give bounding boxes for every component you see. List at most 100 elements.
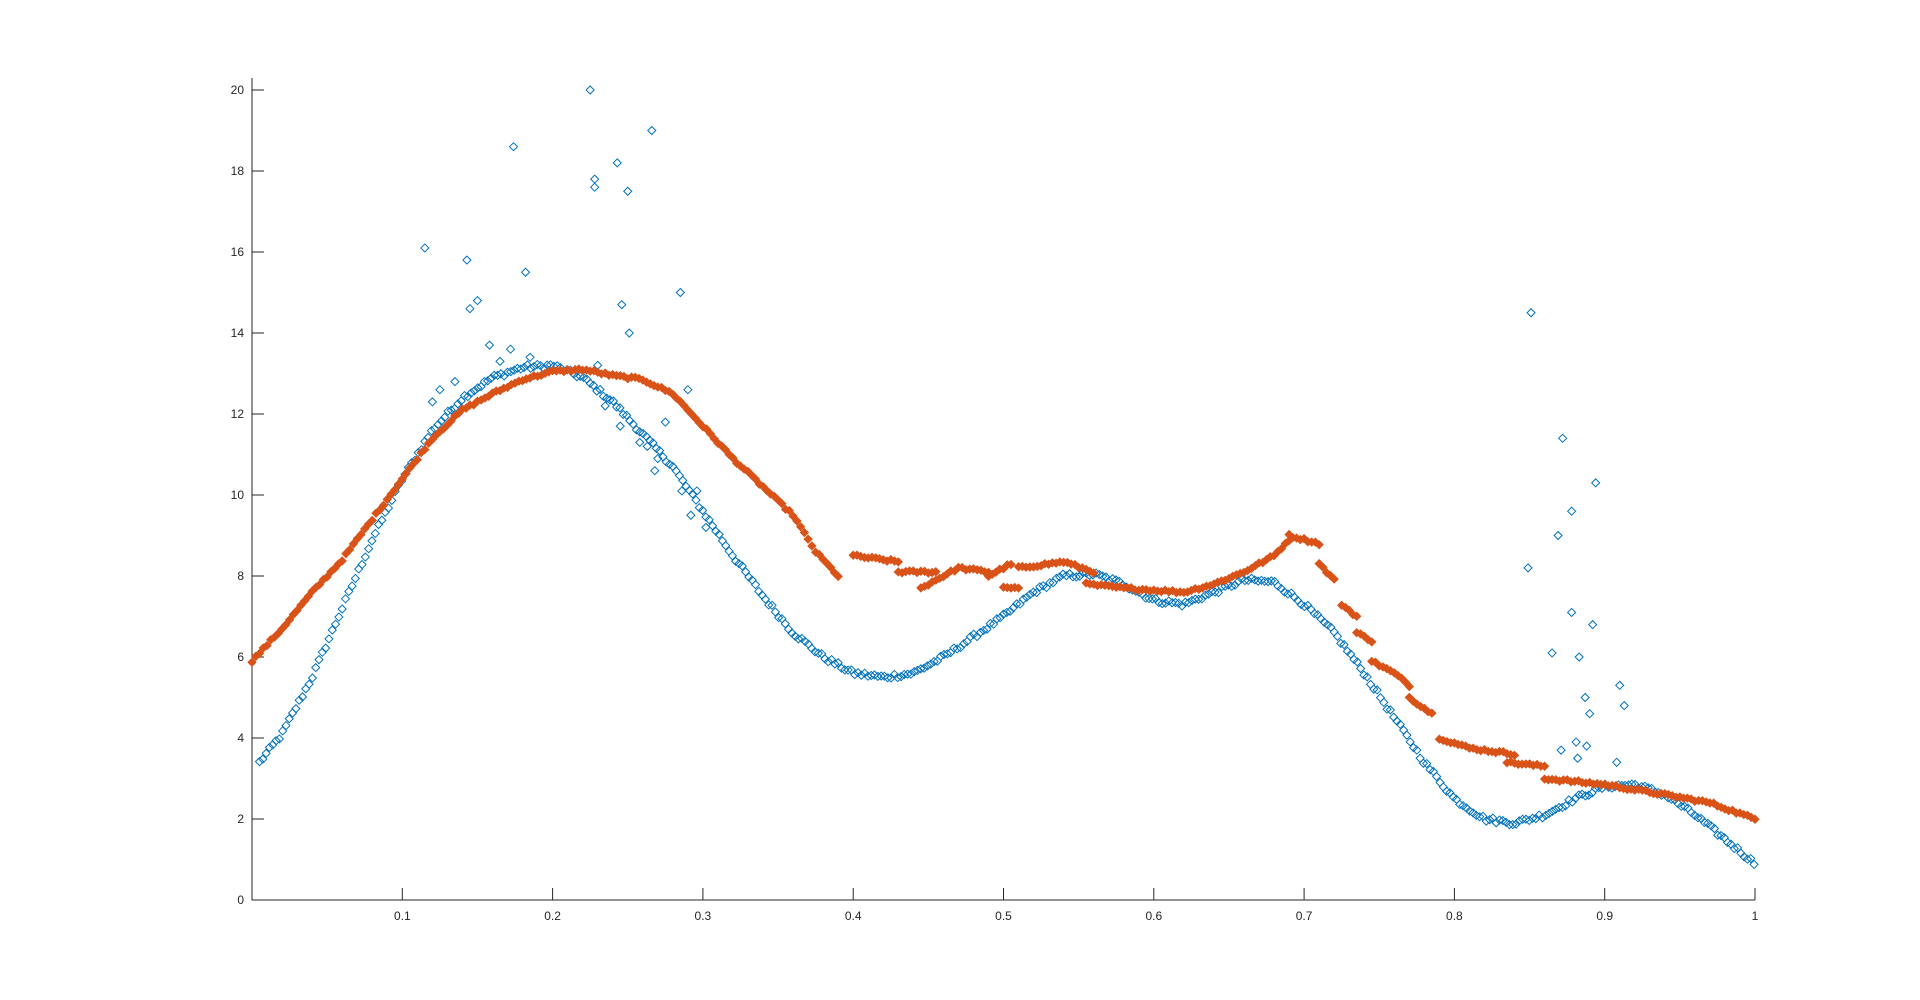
data-point bbox=[647, 125, 657, 136]
data-point bbox=[472, 295, 483, 306]
y-tick-label: 16 bbox=[231, 245, 245, 259]
data-point bbox=[1379, 697, 1389, 708]
data-point bbox=[1045, 577, 1055, 588]
data-point bbox=[1126, 582, 1136, 593]
data-point bbox=[1352, 657, 1363, 667]
x-tick-label: 0.4 bbox=[845, 909, 862, 923]
data-point bbox=[1160, 598, 1171, 608]
data-point bbox=[258, 754, 268, 764]
data-point bbox=[1140, 593, 1151, 603]
data-point bbox=[1750, 814, 1760, 824]
data-point bbox=[995, 612, 1005, 623]
data-point bbox=[1612, 757, 1622, 768]
data-point bbox=[1369, 684, 1379, 694]
data-point bbox=[1619, 700, 1629, 711]
data-point bbox=[1547, 648, 1557, 658]
data-point bbox=[1088, 568, 1099, 578]
data-point bbox=[671, 466, 681, 476]
data-point bbox=[344, 544, 355, 555]
data-point bbox=[1584, 790, 1594, 800]
data-point bbox=[1557, 802, 1568, 813]
data-point bbox=[650, 465, 660, 476]
data-point bbox=[683, 384, 693, 395]
data-point bbox=[254, 648, 265, 659]
y-ticks: 0 2 4 6 8 10 12 14 16 18 20 bbox=[231, 83, 264, 907]
data-point bbox=[525, 363, 536, 374]
data-point bbox=[955, 642, 966, 653]
data-point bbox=[1028, 587, 1038, 597]
data-point bbox=[1197, 594, 1207, 604]
data-point bbox=[330, 619, 341, 629]
data-point bbox=[446, 405, 457, 415]
data-point bbox=[611, 402, 622, 412]
data-point bbox=[803, 534, 813, 544]
data-point bbox=[1713, 830, 1723, 840]
data-point bbox=[873, 671, 883, 682]
data-point bbox=[473, 383, 483, 393]
x-tick-label: 0.8 bbox=[1446, 909, 1463, 923]
data-point bbox=[876, 671, 886, 681]
data-point bbox=[1362, 672, 1372, 682]
data-point bbox=[589, 174, 600, 184]
data-point bbox=[1031, 587, 1042, 598]
data-point bbox=[589, 182, 600, 192]
x-tick-label: 0.7 bbox=[1296, 909, 1313, 923]
data-point bbox=[525, 352, 535, 363]
data-point bbox=[1329, 574, 1339, 584]
x-tick-label: 0.3 bbox=[695, 909, 712, 923]
data-point bbox=[486, 373, 496, 384]
data-point bbox=[792, 516, 802, 526]
data-point bbox=[1455, 799, 1465, 810]
data-point bbox=[750, 579, 761, 590]
data-point bbox=[1314, 539, 1324, 550]
data-point bbox=[1074, 571, 1085, 581]
data-point bbox=[453, 399, 463, 409]
data-point bbox=[377, 515, 387, 525]
data-point bbox=[347, 581, 357, 591]
data-point bbox=[830, 659, 840, 669]
data-point bbox=[595, 384, 605, 395]
data-point bbox=[605, 395, 615, 405]
data-point bbox=[799, 527, 810, 538]
x-tick-label: 0.5 bbox=[995, 909, 1012, 923]
data-point bbox=[348, 539, 359, 549]
data-point bbox=[780, 619, 790, 629]
data-point bbox=[482, 376, 493, 386]
data-point bbox=[648, 438, 658, 448]
data-point bbox=[912, 665, 923, 676]
data-point bbox=[833, 658, 843, 668]
data-point bbox=[356, 529, 366, 540]
data-point bbox=[942, 649, 952, 659]
axes: 0.1 0.2 0.3 0.4 0.5 0.6 0.7 0.8 0.9 1 0 2 4 6 8 10 12 14… bbox=[231, 78, 1759, 923]
data-point bbox=[1584, 708, 1595, 719]
data-point bbox=[446, 416, 456, 426]
data-point bbox=[344, 586, 354, 597]
data-point bbox=[1385, 705, 1396, 715]
data-point bbox=[1676, 801, 1687, 812]
data-point bbox=[436, 416, 447, 426]
data-point bbox=[1097, 571, 1108, 581]
data-point bbox=[615, 421, 625, 431]
data-point bbox=[1240, 575, 1250, 586]
data-point bbox=[322, 572, 332, 582]
data-point bbox=[1253, 576, 1263, 586]
data-point bbox=[624, 328, 634, 338]
data-point bbox=[916, 664, 926, 674]
data-point bbox=[469, 386, 480, 396]
data-point bbox=[642, 441, 652, 452]
x-tick-label: 0.1 bbox=[394, 909, 411, 923]
data-point bbox=[1566, 607, 1577, 618]
data-point bbox=[337, 604, 347, 614]
data-point bbox=[1427, 708, 1437, 718]
data-point bbox=[284, 714, 294, 724]
data-point bbox=[732, 458, 742, 468]
data-point bbox=[773, 612, 784, 623]
data-point bbox=[426, 425, 437, 436]
data-point bbox=[495, 356, 505, 367]
data-point bbox=[1299, 601, 1310, 612]
data-point bbox=[314, 654, 324, 665]
data-point bbox=[301, 684, 311, 694]
data-point bbox=[959, 638, 969, 649]
data-point bbox=[825, 562, 836, 573]
data-point bbox=[765, 489, 776, 499]
